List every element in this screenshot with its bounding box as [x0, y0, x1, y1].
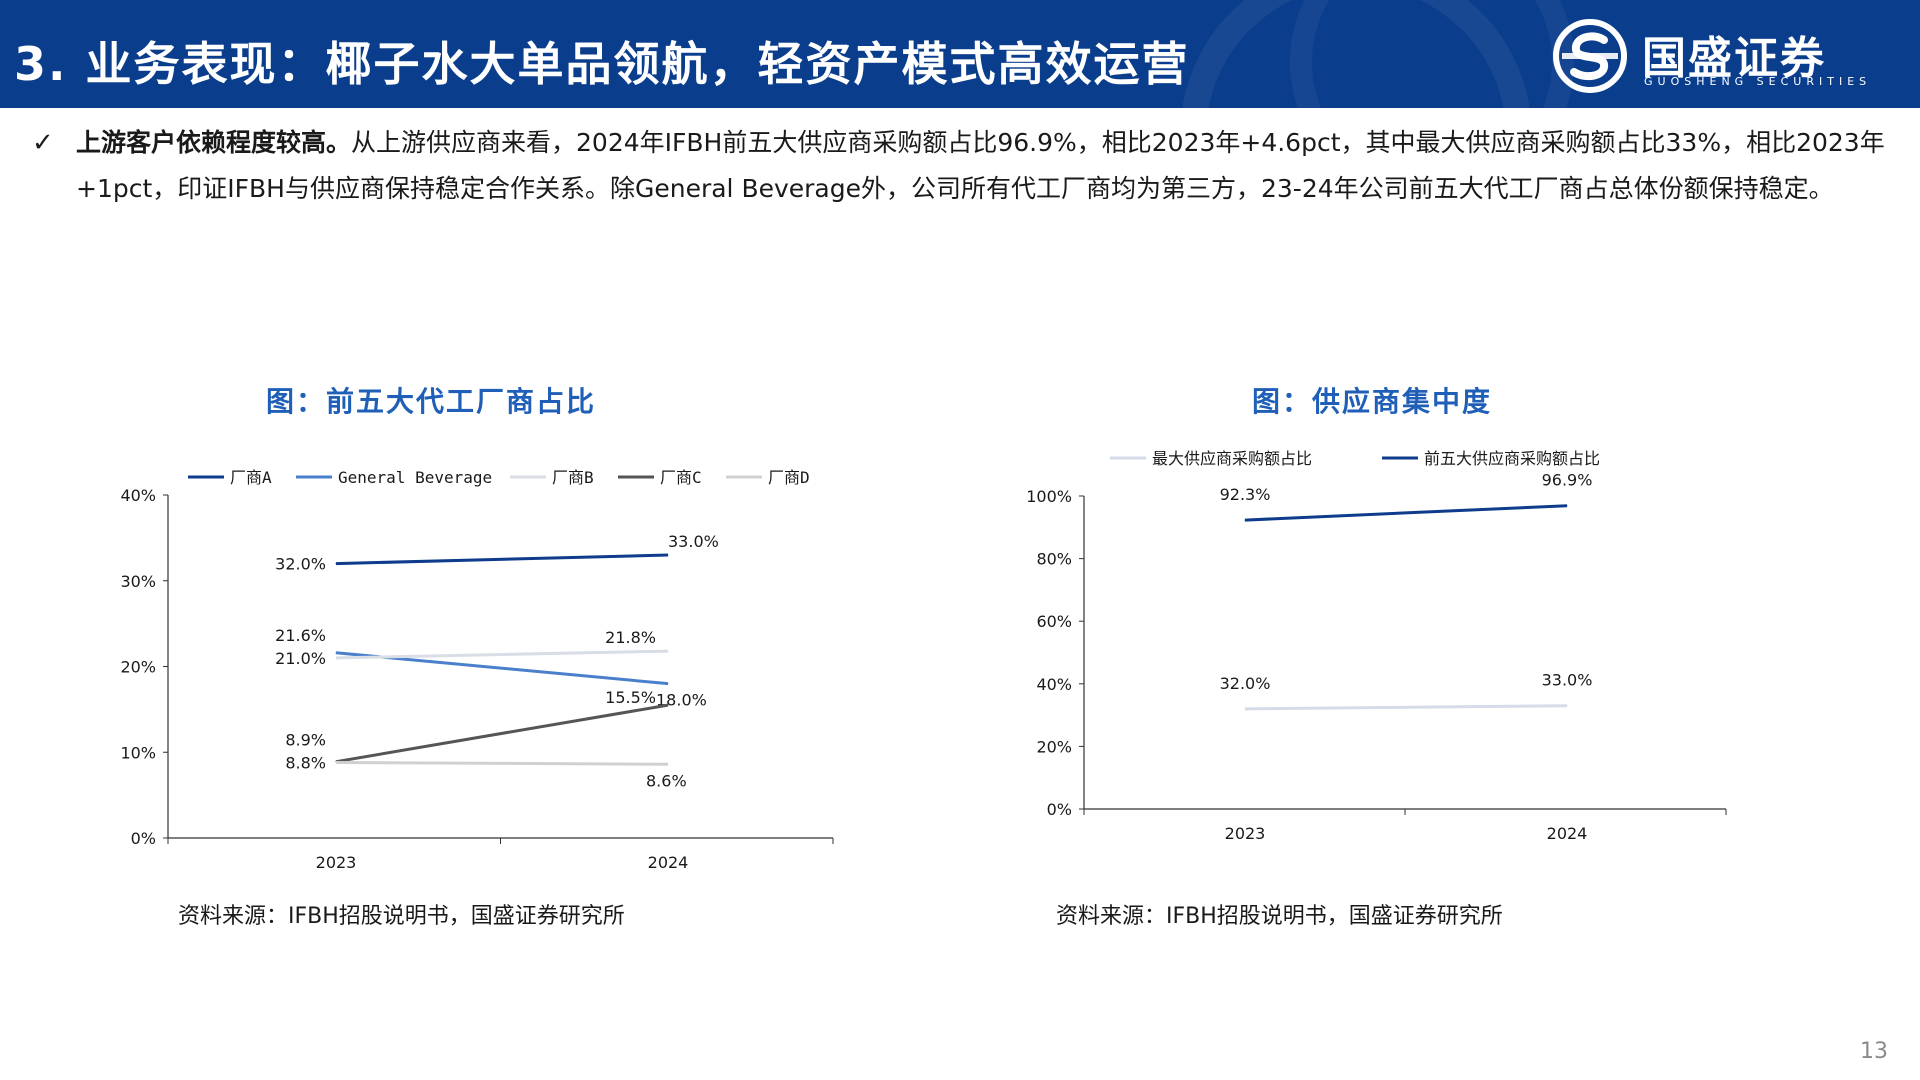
legend-label: General Beverage [338, 468, 492, 487]
series-line [1244, 704, 1568, 711]
x-tick-label: 2024 [648, 853, 689, 872]
data-point [667, 554, 669, 556]
data-point [335, 652, 337, 654]
left-line-chart: 0% 10% 20% 30% 40% 2023 2024 厂商A General Beverag… [120, 468, 834, 872]
x-tick-label: 2023 [1225, 824, 1266, 843]
data-label: 32.0% [275, 555, 326, 574]
right-chart-title: 图：供应商集中度 [1252, 385, 1493, 418]
legend-label: 厂商C [660, 468, 702, 487]
checkmark-icon: ✓ [32, 128, 54, 158]
y-tick-label: 60% [1036, 612, 1072, 631]
data-label: 33.0% [668, 532, 719, 551]
legend-label: 厂商D [768, 468, 810, 487]
data-point [1566, 505, 1568, 507]
data-label: 32.0% [1220, 674, 1271, 693]
y-tick-label: 100% [1026, 487, 1072, 506]
y-tick-label: 20% [1036, 737, 1072, 756]
y-tick-label: 20% [120, 658, 156, 677]
y-tick-label: 0% [131, 829, 156, 848]
series-line [1244, 504, 1568, 522]
data-label: 96.9% [1542, 471, 1593, 490]
logo-icon [1553, 19, 1627, 93]
logo-text: 国盛证券 [1642, 33, 1826, 84]
y-tick-label: 0% [1047, 800, 1072, 819]
y-tick-label: 30% [120, 572, 156, 591]
data-label: 8.9% [285, 731, 326, 750]
left-chart-title: 图：前五大代工厂商占比 [266, 385, 597, 418]
y-tick-label: 40% [120, 486, 156, 505]
data-label: 21.6% [275, 626, 326, 645]
data-label: 15.5% [605, 688, 656, 707]
data-label: 92.3% [1220, 485, 1271, 504]
legend-label: 厂商B [552, 468, 594, 487]
page-title: 3. 业务表现：椰子水大单品领航，轻资产模式高效运营 [14, 37, 1190, 91]
legend-label: 厂商A [230, 468, 272, 487]
data-point [1244, 708, 1246, 710]
bullet-body-text: 从上游供应商来看，2024年IFBH前五大供应商采购额占比96.9%，相比202… [76, 128, 1885, 203]
bullet-text: 上游客户依赖程度较高。从上游供应商来看，2024年IFBH前五大供应商采购额占比… [76, 120, 1892, 212]
y-tick-label: 10% [120, 743, 156, 762]
series-line [335, 761, 669, 766]
series-line [335, 649, 669, 660]
data-point [335, 762, 337, 764]
data-label: 8.8% [285, 754, 326, 773]
data-point [667, 683, 669, 685]
x-tick-label: 2024 [1547, 824, 1588, 843]
bullet-bold-text: 上游客户依赖程度较高。 [76, 128, 352, 157]
company-logo: 国盛证券 GUOSHENG SECURITIES [1552, 18, 1912, 94]
legend-label: 前五大供应商采购额占比 [1424, 449, 1600, 468]
data-label: 21.8% [605, 628, 656, 647]
x-tick-label: 2023 [316, 853, 357, 872]
data-label: 18.0% [656, 691, 707, 710]
data-point [667, 763, 669, 765]
left-chart-source: 资料来源：IFBH招股说明书，国盛证券研究所 [178, 904, 625, 929]
series-line [335, 703, 669, 764]
data-point [667, 650, 669, 652]
data-point [335, 657, 337, 659]
series-line [335, 553, 669, 566]
data-label: 21.0% [275, 649, 326, 668]
data-point [1566, 705, 1568, 707]
page-number: 13 [1860, 1039, 1888, 1064]
logo-subtext: GUOSHENG SECURITIES [1644, 75, 1872, 88]
header-bar: 3. 业务表现：椰子水大单品领航，轻资产模式高效运营 国盛证券 GUOSHENG… [0, 0, 1920, 108]
data-point [335, 563, 337, 565]
right-chart-source: 资料来源：IFBH招股说明书，国盛证券研究所 [1056, 904, 1503, 929]
header-decoration [1290, 0, 1574, 108]
y-tick-label: 80% [1036, 550, 1072, 569]
data-point [667, 704, 669, 706]
data-point [1244, 519, 1246, 521]
data-label: 8.6% [646, 771, 687, 790]
legend-label: 最大供应商采购额占比 [1152, 449, 1312, 468]
data-label: 33.0% [1542, 671, 1593, 690]
summary-bullet: ✓ 上游客户依赖程度较高。从上游供应商来看，2024年IFBH前五大供应商采购额… [32, 120, 1892, 212]
right-line-chart: 0% 20% 40% 60% 80% 100% 2023 2024 最大供应商采购额占比 前五大供… [1026, 449, 1727, 843]
y-tick-label: 40% [1036, 675, 1072, 694]
